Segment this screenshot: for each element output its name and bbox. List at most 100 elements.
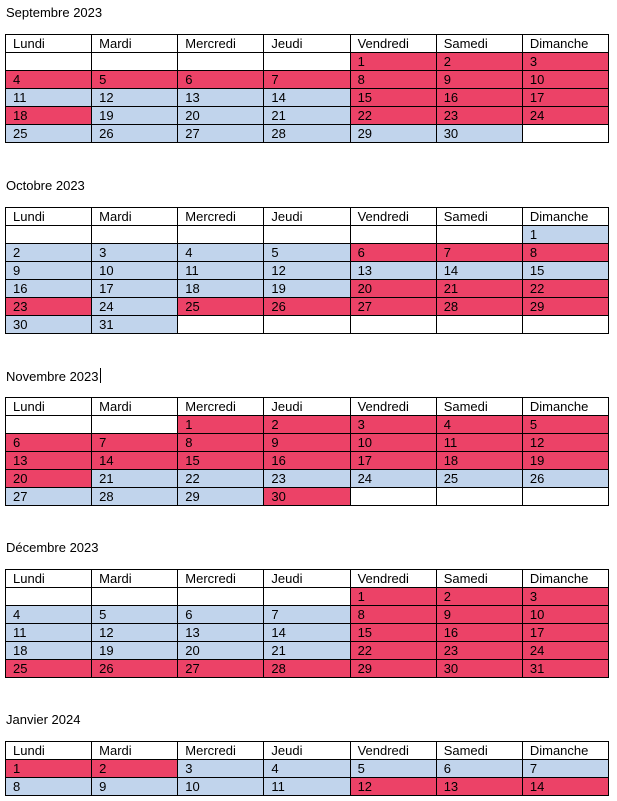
weekday-header: Mercredi [177,207,265,226]
day-cell: 8 [177,433,265,452]
weekday-header: Samedi [435,741,523,760]
weekday-header-row: Lundi Mardi Mercredi Jeudi Vendredi Samedi Dim… [4,741,610,760]
month-title: Octobre 2023 [6,178,85,194]
day-cell: 17 [521,623,610,642]
empty-day-cell [177,52,265,71]
day-cell: 16 [435,623,523,642]
weekday-header-row: Lundi Mardi Mercredi Jeudi Vendredi Samedi Dim… [4,34,610,53]
day-cell: 18 [177,279,265,298]
day-cell: 11 [4,88,93,107]
day-cell: 22 [349,641,437,660]
month-title-text: Septembre 2023 [6,5,103,20]
day-cell: 22 [521,279,610,298]
day-cell: 4 [4,605,93,624]
day-cell: 17 [91,279,179,298]
week-row: 25 26 27 28 29 30 31 [4,659,610,678]
empty-day-cell [91,225,179,244]
day-cell: 15 [349,88,437,107]
day-cell: 28 [91,487,179,506]
day-cell: 11 [435,433,523,452]
day-cell: 9 [435,70,523,89]
weekday-header: Lundi [4,569,93,588]
month-title-text: Décembre 2023 [6,540,99,555]
day-cell: 3 [521,52,610,71]
day-cell: 23 [435,106,523,125]
empty-day-cell [4,225,93,244]
weekday-header: Mardi [91,397,179,416]
day-cell: 5 [521,415,610,434]
day-cell: 25 [177,297,265,316]
weekday-header: Dimanche [521,569,610,588]
day-cell: 2 [435,52,523,71]
day-cell: 29 [177,487,265,506]
day-cell: 5 [91,70,179,89]
day-cell: 28 [263,659,351,678]
weekday-header: Jeudi [263,741,351,760]
day-cell: 19 [91,106,179,125]
day-cell: 7 [263,70,351,89]
week-row: 23 24 25 26 27 28 29 [4,297,610,316]
day-cell: 7 [435,243,523,262]
day-cell: 10 [521,70,610,89]
week-row: 25 26 27 28 29 30 [4,124,610,143]
calendar-table: Lundi Mardi Mercredi Jeudi Vendredi Samedi Dim… [4,207,610,334]
day-cell: 5 [349,759,437,778]
day-cell: 17 [349,451,437,470]
day-cell: 16 [4,279,93,298]
month-title: Janvier 2024 [6,712,80,728]
day-cell: 8 [349,605,437,624]
calendar-table: Lundi Mardi Mercredi Jeudi Vendredi Samedi Dim… [4,569,610,678]
empty-day-cell [263,225,351,244]
day-cell: 10 [177,777,265,796]
weekday-header: Jeudi [263,397,351,416]
empty-day-cell [521,487,610,506]
day-cell: 11 [4,623,93,642]
day-cell: 1 [349,587,437,606]
week-row: 27 28 29 30 [4,487,610,506]
week-row: 30 31 [4,315,610,334]
day-cell: 23 [435,641,523,660]
day-cell: 2 [4,243,93,262]
weekday-header: Dimanche [521,741,610,760]
week-row: 4 5 6 7 8 9 10 [4,605,610,624]
day-cell: 10 [91,261,179,280]
day-cell: 12 [349,777,437,796]
weekday-header: Vendredi [349,569,437,588]
day-cell: 9 [4,261,93,280]
week-row: 9 10 11 12 13 14 15 [4,261,610,280]
day-cell: 28 [263,124,351,143]
month-title-text: Novembre 2023 [6,369,99,384]
day-cell: 27 [177,659,265,678]
day-cell: 9 [435,605,523,624]
day-cell: 7 [521,759,610,778]
day-cell: 6 [349,243,437,262]
day-cell: 5 [263,243,351,262]
month-title-text: Octobre 2023 [6,178,85,193]
calendar-table: Lundi Mardi Mercredi Jeudi Vendredi Samedi Dim… [4,741,610,796]
weekday-header-row: Lundi Mardi Mercredi Jeudi Vendredi Samedi Dim… [4,569,610,588]
calendar-table: Lundi Mardi Mercredi Jeudi Vendredi Samedi Dim… [4,397,610,506]
empty-day-cell [91,415,179,434]
day-cell: 26 [91,124,179,143]
day-cell: 17 [521,88,610,107]
day-cell: 21 [263,106,351,125]
week-row: 13 14 15 16 17 18 19 [4,451,610,470]
empty-day-cell [349,315,437,334]
empty-day-cell [349,225,437,244]
day-cell: 25 [4,124,93,143]
weekday-header: Dimanche [521,34,610,53]
day-cell: 4 [4,70,93,89]
month-title-text: Janvier 2024 [6,712,81,727]
day-cell: 28 [435,297,523,316]
empty-day-cell [435,225,523,244]
day-cell: 19 [521,451,610,470]
day-cell: 13 [349,261,437,280]
weekday-header: Lundi [4,34,93,53]
day-cell: 19 [263,279,351,298]
day-cell: 18 [435,451,523,470]
weekday-header: Dimanche [521,397,610,416]
day-cell: 21 [435,279,523,298]
day-cell: 7 [263,605,351,624]
